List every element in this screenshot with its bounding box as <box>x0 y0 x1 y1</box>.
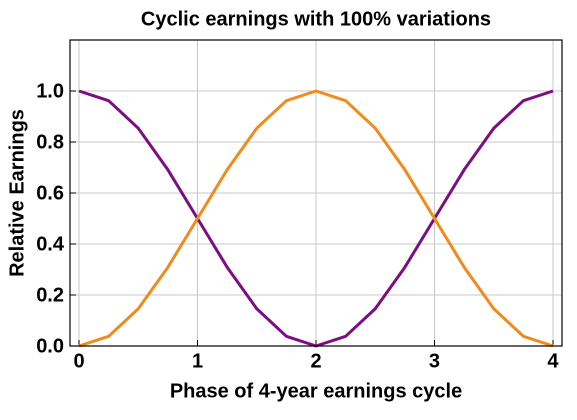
x-tick-label: 1 <box>192 350 203 372</box>
plot-frame <box>69 39 563 347</box>
y-tick-label: 0.0 <box>36 335 64 357</box>
x-tick-label: 4 <box>547 350 559 372</box>
x-tick-label: 2 <box>310 350 321 372</box>
y-tick-label: 1.0 <box>36 80 64 102</box>
x-axis-label: Phase of 4-year earnings cycle <box>170 380 462 402</box>
x-tick-label: 0 <box>73 350 84 372</box>
y-axis-label: Relative Earnings <box>6 109 28 277</box>
y-tick-label: 0.4 <box>36 233 65 255</box>
y-tick-label: 0.6 <box>36 182 64 204</box>
chart-title: Cyclic earnings with 100% variations <box>141 8 491 30</box>
series-line <box>78 89 554 348</box>
x-tick-label: 3 <box>429 350 440 372</box>
y-tick-label: 0.8 <box>36 131 64 153</box>
y-tick-label: 0.2 <box>36 284 64 306</box>
